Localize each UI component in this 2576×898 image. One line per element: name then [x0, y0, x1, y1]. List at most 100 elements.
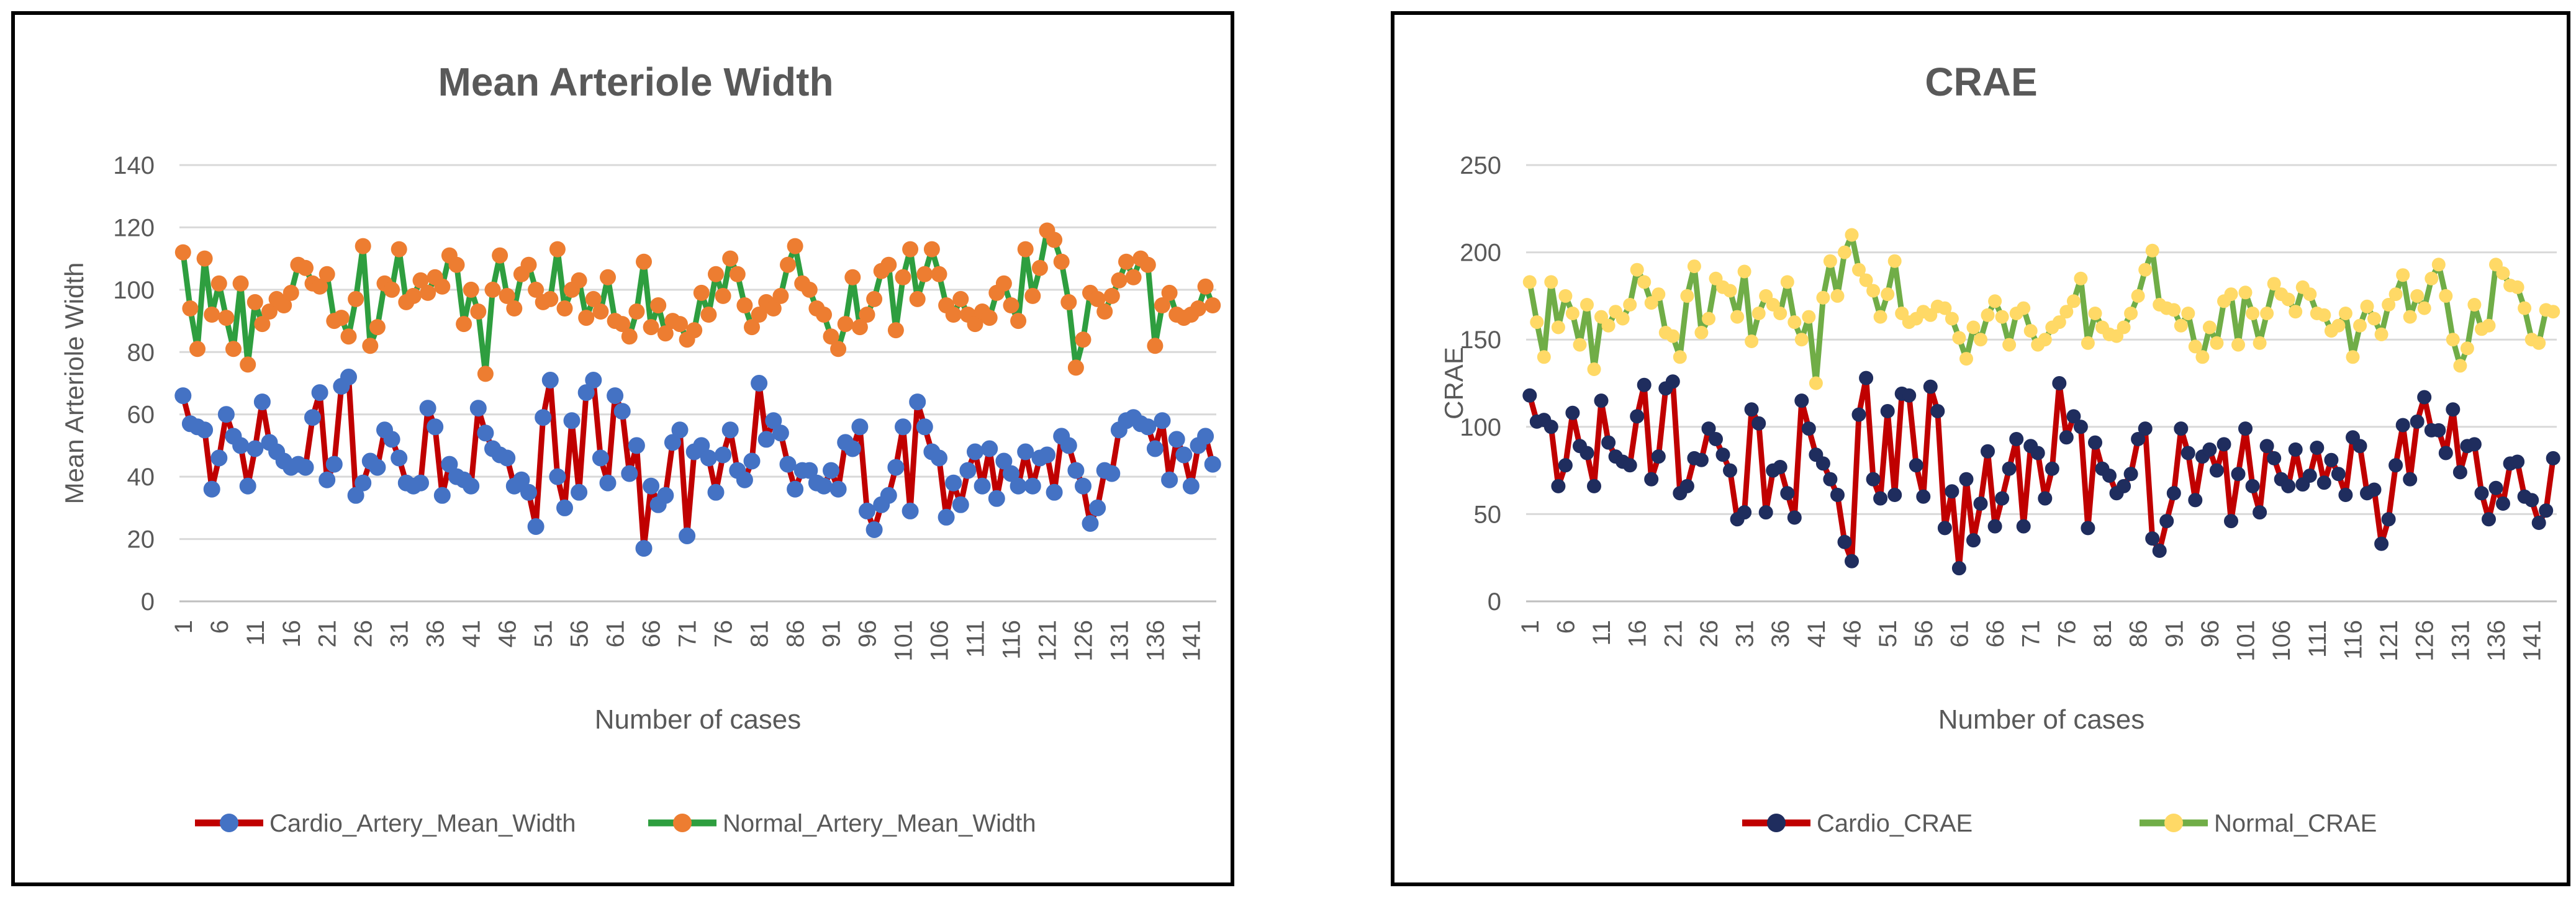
x-tick-label: 71: [674, 620, 702, 648]
data-point-maw-s1-102: [902, 502, 919, 519]
data-point-crae-s1-1: [1522, 388, 1537, 403]
data-point-crae-s2-120: [2374, 327, 2388, 341]
y-tick-label: 100: [113, 277, 155, 304]
data-point-crae-s2-6: [1558, 289, 1573, 303]
data-point-crae-s2-101: [2238, 285, 2253, 300]
data-point-maw-s1-4: [196, 421, 214, 439]
data-point-crae-s1-134: [2474, 486, 2489, 501]
data-point-maw-s1-82: [757, 431, 775, 448]
data-point-maw-s1-38: [441, 456, 458, 473]
data-point-maw-s1-136: [1146, 440, 1164, 457]
data-point-crae-s2-4: [1544, 275, 1558, 289]
data-point-crae-s1-46: [1845, 554, 1859, 568]
y-axis-title: CRAE: [1439, 347, 1468, 420]
data-point-crae-s2-124: [2403, 310, 2417, 324]
data-point-crae-s2-19: [1652, 287, 1666, 302]
data-point-crae-s1-57: [1923, 379, 1938, 394]
data-point-crae-s2-91: [2167, 303, 2181, 317]
data-point-crae-s1-11: [1594, 393, 1609, 408]
data-point-crae-s2-15: [1623, 298, 1637, 312]
x-tick-label: 26: [350, 620, 377, 648]
data-point-crae-s2-8: [1573, 338, 1587, 352]
data-point-maw-s1-46: [499, 449, 516, 467]
data-point-maw-s1-121: [1039, 446, 1055, 464]
data-point-crae-s1-27: [1709, 432, 1723, 446]
data-point-crae-s1-64: [1973, 496, 1988, 511]
x-tick-label: 61: [602, 620, 630, 648]
data-point-maw-s1-137: [1154, 412, 1171, 429]
x-tick-label: 86: [2125, 620, 2153, 648]
data-point-maw-s2-6: [210, 275, 227, 292]
data-point-maw-s1-141: [1182, 477, 1200, 495]
data-point-maw-s1-37: [433, 487, 451, 504]
x-tick-label: 61: [1946, 620, 1973, 648]
data-point-crae-s2-23: [1680, 289, 1694, 303]
data-point-maw-s2-132: [1118, 253, 1134, 270]
data-point-crae-s2-45: [1838, 245, 1851, 259]
data-point-maw-s1-108: [945, 474, 962, 492]
data-point-maw-s2-42: [470, 303, 487, 320]
data-point-crae-s1-112: [2316, 475, 2331, 490]
data-point-crae-s1-67: [1995, 491, 2010, 506]
data-point-crae-s2-129: [2439, 289, 2453, 303]
data-point-crae-s1-17: [1637, 377, 1652, 392]
data-point-crae-s1-96: [2202, 442, 2217, 457]
data-point-crae-s2-68: [2002, 338, 2017, 352]
data-point-maw-s1-119: [1024, 477, 1041, 495]
data-point-crae-s2-3: [1537, 350, 1551, 364]
data-point-crae-s1-91: [2166, 486, 2181, 501]
data-point-crae-s2-37: [1780, 275, 1794, 289]
data-point-maw-s1-63: [621, 465, 638, 482]
data-point-maw-s2-50: [528, 281, 545, 298]
data-point-maw-s2-30: [384, 281, 400, 298]
data-point-maw-s2-52: [542, 290, 559, 307]
data-point-crae-s1-66: [1987, 519, 2002, 534]
data-point-crae-s1-34: [1758, 505, 1773, 520]
data-point-crae-s2-79: [2081, 336, 2095, 350]
data-point-maw-s1-91: [823, 462, 839, 479]
data-point-crae-s2-49: [1866, 284, 1881, 298]
data-point-crae-s2-137: [2496, 266, 2510, 281]
x-tick-label: 21: [1660, 620, 1687, 648]
x-tick-label: 91: [2161, 620, 2188, 648]
data-point-maw-s2-122: [1046, 231, 1063, 248]
data-point-crae-s2-117: [2353, 318, 2367, 333]
data-point-crae-s1-50: [1873, 491, 1888, 506]
data-point-maw-s2-84: [772, 287, 789, 304]
x-tick-label: 6: [206, 620, 233, 634]
data-point-crae-s1-115: [2338, 488, 2353, 502]
data-point-maw-s2-25: [348, 290, 364, 307]
data-point-crae-s1-21: [1665, 374, 1680, 389]
data-point-maw-s2-90: [816, 307, 832, 323]
data-point-maw-s1-122: [1046, 483, 1063, 501]
data-point-crae-s1-74: [2045, 461, 2059, 476]
data-point-crae-s1-75: [2052, 376, 2067, 390]
data-point-crae-s1-48: [1859, 370, 1874, 385]
data-point-maw-s1-62: [613, 403, 631, 420]
data-point-crae-s1-63: [1966, 533, 1981, 548]
data-point-maw-s1-107: [938, 508, 955, 526]
data-point-maw-s2-83: [765, 300, 782, 317]
data-point-crae-s2-103: [2253, 336, 2267, 350]
data-point-crae-s1-136: [2488, 480, 2503, 495]
data-point-maw-s2-96: [859, 307, 875, 323]
data-point-maw-s1-80: [743, 452, 761, 470]
data-point-crae-s2-60: [1945, 312, 1959, 326]
data-point-maw-s1-135: [1139, 418, 1157, 436]
data-point-crae-s2-65: [1981, 308, 1995, 322]
data-point-maw-s2-63: [621, 328, 638, 345]
data-point-crae-s2-97: [2210, 336, 2224, 350]
data-point-crae-s2-126: [2417, 301, 2431, 315]
data-point-maw-s1-59: [592, 449, 609, 467]
legend-marker-1: [220, 814, 238, 832]
data-point-maw-s2-34: [412, 272, 429, 289]
data-point-crae-s2-52: [1887, 254, 1902, 268]
data-point-crae-s2-87: [2138, 263, 2153, 277]
data-point-maw-s2-33: [405, 287, 422, 304]
chart-panel-crae: CRAE 0 50 100 150 200 250 1 6 11 16 21 26 31 36 41 46 51 5…: [1391, 11, 2570, 886]
x-tick-label: 81: [2089, 620, 2117, 648]
data-point-maw-s1-128: [1089, 499, 1106, 516]
data-point-maw-s1-138: [1161, 471, 1178, 488]
data-point-maw-s1-86: [787, 480, 804, 498]
data-point-crae-s1-131: [2452, 465, 2467, 480]
